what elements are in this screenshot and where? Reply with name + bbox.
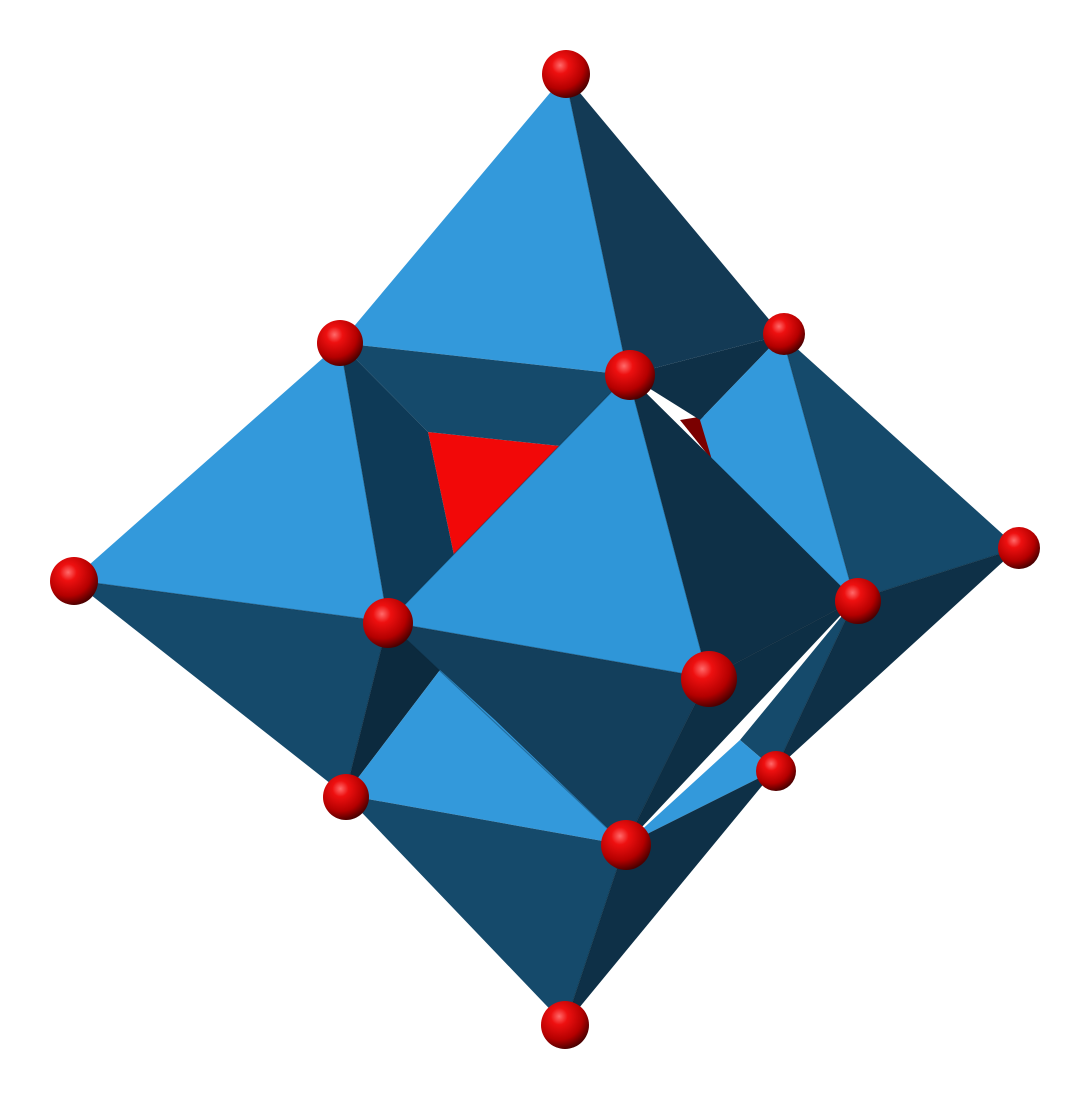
face-top-inner-dark [628,335,782,420]
face-right-lower [775,548,1018,770]
vertex-sphere [681,651,737,707]
face-left-shadow [345,622,440,795]
face-left-light [72,343,388,622]
face-right-light [700,335,855,600]
polyhedron-faces [72,75,1018,1025]
face-left-lower [72,580,388,795]
face-center-light [388,375,708,678]
vertex-sphere [363,598,413,648]
face-bottom-right-light [625,740,775,845]
vertex-sphere [541,1001,589,1049]
face-left-inner-dark [340,343,455,622]
vertex-sphere [323,774,369,820]
vertex-sphere [605,350,655,400]
vertex-sphere [601,820,651,870]
vertex-sphere [756,751,796,791]
face-top-left [340,75,628,375]
face-right-inner [740,600,855,770]
face-right-upper [782,335,1018,600]
face-center-lower [388,622,708,845]
face-top-lower [340,343,628,446]
face-center-right [628,375,855,678]
vertex-spheres [50,50,1040,1049]
face-top-right [565,75,782,375]
vertex-sphere [50,557,98,605]
vertex-sphere [835,578,881,624]
vertex-sphere [542,50,590,98]
vertex-sphere [317,320,363,366]
vertex-sphere [998,527,1040,569]
inner-red-face [428,432,560,560]
vertex-sphere [763,313,805,355]
face-center-lower-right [625,600,855,845]
face-bottom-light [345,670,625,845]
face-bottom-right [565,770,775,1025]
face-bottom-left [345,795,625,1025]
